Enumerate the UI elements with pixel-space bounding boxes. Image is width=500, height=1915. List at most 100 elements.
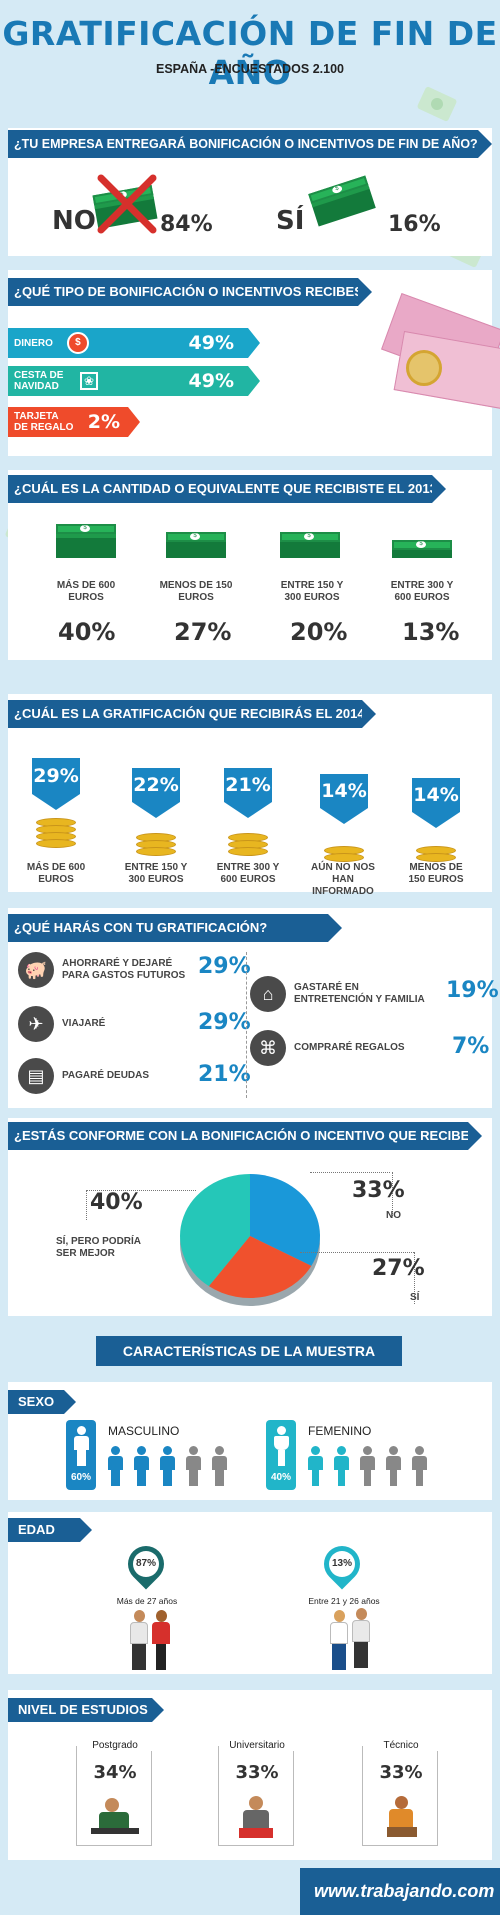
q4-item-pct: 21%	[224, 768, 272, 818]
student-icon	[237, 1796, 277, 1840]
q4-item-label: ENTRE 300 Y 600 EUROS	[216, 862, 280, 885]
q5-question: ¿QUÉ HARÁS CON TU GRATIFICACIÓN?	[8, 914, 342, 942]
q4-question: ¿CUÁL ES LA GRATIFICACIÓN QUE RECIBIRÁS …	[8, 700, 376, 728]
piggy-bank-icon: 🐖	[18, 952, 54, 988]
dollar-coin-icon: $	[66, 332, 89, 354]
money-stack-icon: $	[280, 532, 340, 558]
coin-stack-icon	[416, 832, 456, 862]
pie-slice-1	[250, 1174, 320, 1266]
estudios-item-label: Postgrado	[77, 1740, 153, 1751]
cross-icon	[97, 174, 157, 234]
q1-si-label: SÍ	[276, 206, 305, 236]
coin-stack-icon	[36, 818, 76, 848]
q2-item-dinero: DINERO $ 49%	[8, 328, 260, 358]
male-icon	[212, 1446, 227, 1486]
estudios-item: Técnico 33%	[362, 1740, 439, 1846]
pie-slice-3	[180, 1174, 250, 1287]
leader-line	[300, 1252, 414, 1253]
pie-label-pct: 33%	[352, 1178, 405, 1203]
female-highlight: 40%	[266, 1420, 296, 1490]
male-icon	[108, 1446, 123, 1486]
male-icon	[134, 1446, 149, 1486]
q1-no-label: NO	[52, 206, 96, 236]
estudios-item-pct: 33%	[235, 1762, 279, 1783]
edad-a-label: Más de 27 años	[116, 1596, 178, 1606]
q3-item-pct: 13%	[402, 618, 460, 646]
female-pct: 40%	[270, 1472, 291, 1483]
q3-item-label: ENTRE 150 Y 300 EUROS	[280, 580, 344, 603]
male-pct: 60%	[70, 1472, 91, 1483]
estudios-item-label: Universitario	[219, 1740, 295, 1751]
coin-stack-icon	[324, 832, 364, 862]
female-icon	[412, 1446, 427, 1486]
money-stack-icon: $	[56, 524, 116, 558]
q2-item-tarjeta: TARJETA DE REGALO 2%	[8, 407, 140, 437]
pie-label-pct: 40%	[90, 1190, 143, 1215]
sample-title: CARACTERÍSTICAS DE LA MUESTRA	[96, 1336, 402, 1366]
q1-no-pct: 84%	[160, 212, 213, 237]
q3-item-label: MÁS DE 600 EUROS	[56, 580, 116, 603]
q5-item-label: AHORRARÉ Y DEJARÉ PARA GASTOS FUTUROS	[62, 958, 186, 981]
leader-line	[310, 1172, 390, 1173]
coin-stack-icon	[228, 826, 268, 856]
person-at-desk-icon	[91, 1798, 141, 1838]
airplane-icon: ✈	[18, 1006, 54, 1042]
q2-item-pct: 49%	[188, 370, 234, 392]
q5-item-label: VIAJARÉ	[62, 1018, 106, 1029]
estudios-item-pct: 33%	[379, 1762, 423, 1783]
page-subtitle: ESPAÑA -ENCUESTADOS 2.100	[155, 62, 344, 76]
brand-logo[interactable]: www.trabajando.com	[300, 1868, 500, 1915]
sexo-label: SEXO	[8, 1390, 76, 1414]
edad-a-pct: 87%	[133, 1551, 159, 1577]
q2-item-cesta: CESTA DE NAVIDAD ❀ 49%	[8, 366, 260, 396]
pie-label: SÍ, PERO PODRÍA SER MEJOR	[56, 1236, 141, 1259]
man-figure	[128, 1610, 150, 1670]
money-stack-icon: $	[166, 532, 226, 558]
page-title: GRATIFICACIÓN DE FIN DE AÑO	[2, 14, 498, 92]
woman-figure	[150, 1610, 172, 1670]
gift-icon: ❀	[80, 372, 98, 390]
q5-item-pct: 19%	[446, 978, 499, 1003]
q4-item-pct: 29%	[32, 758, 80, 810]
female-icon	[334, 1446, 349, 1486]
q4-item-pct: 22%	[132, 768, 180, 818]
family-icon: ⌂	[250, 976, 286, 1012]
q5-item-pct: 29%	[198, 954, 251, 979]
male-icon	[186, 1446, 201, 1486]
q4-item-pct: 14%	[320, 774, 368, 824]
female-icon	[274, 1426, 289, 1466]
divider	[246, 952, 247, 1098]
male-label: MASCULINO	[108, 1424, 180, 1438]
pie-label: SÍ	[410, 1292, 420, 1303]
male-highlight: 60%	[66, 1420, 96, 1490]
q4-item-label: MÁS DE 600 EUROS	[26, 862, 86, 885]
woman-figure	[328, 1610, 350, 1670]
leader-line	[414, 1252, 415, 1304]
q3-question: ¿CUÁL ES LA CANTIDAD O EQUIVALENTE QUE R…	[8, 475, 446, 503]
q2-item-pct: 2%	[87, 411, 120, 433]
q4-item-pct: 14%	[412, 778, 460, 828]
seated-woman-icon	[383, 1796, 419, 1840]
q2-item-pct: 49%	[188, 332, 234, 354]
female-label: FEMENINO	[308, 1424, 372, 1438]
q5-item-label: PAGARÉ DEUDAS	[62, 1070, 150, 1081]
q5-item-label: COMPRARÉ REGALOS	[294, 1042, 405, 1053]
leader-line	[86, 1190, 87, 1220]
leader-line	[86, 1190, 196, 1191]
q6-question: ¿ESTÁS CONFORME CON LA BONIFICACIÓN O IN…	[8, 1122, 486, 1150]
q5-item-pct: 29%	[198, 1010, 251, 1035]
pie-slice-2	[208, 1236, 312, 1298]
q3-item-label: MENOS DE 150 EUROS	[159, 580, 233, 603]
estudios-item-pct: 34%	[93, 1762, 137, 1783]
coin-stack-icon	[136, 826, 176, 856]
q5-item-pct: 21%	[198, 1062, 251, 1087]
gift-icon: ⌘	[250, 1030, 286, 1066]
q3-item-pct: 40%	[58, 618, 116, 646]
female-icon	[386, 1446, 401, 1486]
euro-gift-decoration	[378, 292, 500, 420]
female-icon	[308, 1446, 323, 1486]
q2-question: ¿QUÉ TIPO DE BONIFICACIÓN O INCENTIVOS R…	[8, 278, 372, 306]
q5-item-pct: 7%	[452, 1034, 490, 1059]
female-icon	[360, 1446, 375, 1486]
leader-line	[392, 1172, 393, 1216]
